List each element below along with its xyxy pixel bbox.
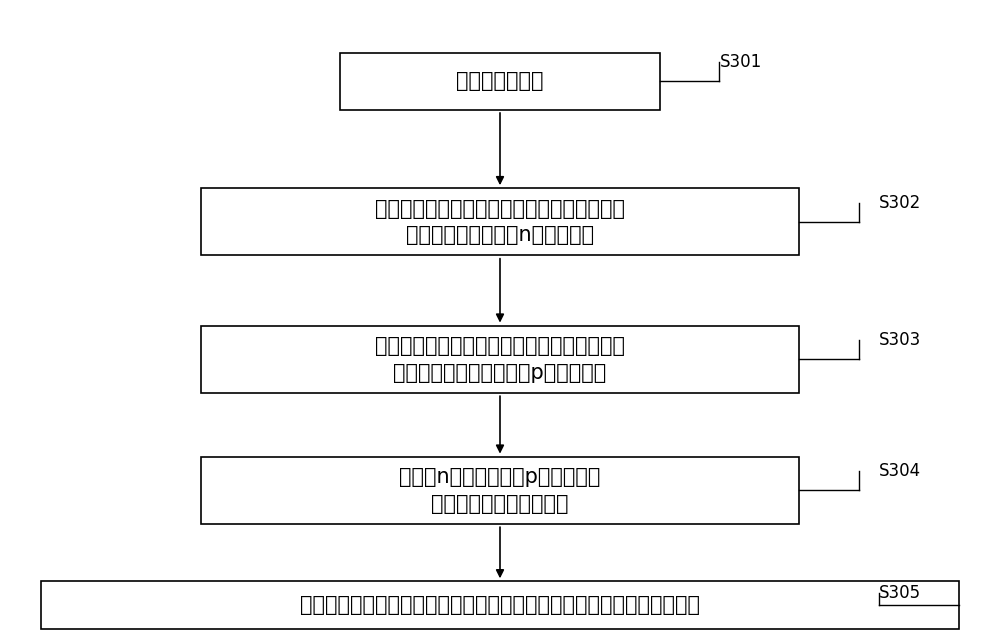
Text: S303: S303 [879, 331, 921, 349]
Text: S301: S301 [719, 53, 762, 71]
Text: 在所述透明导电氧化物层表面通过丝印形成正负电极，得到所述切片电池: 在所述透明导电氧化物层表面通过丝印形成正负电极，得到所述切片电池 [300, 595, 700, 616]
Text: 分别在n型掺杂膜层和p型掺杂膜层
上制备透明导电氧化物层: 分别在n型掺杂膜层和p型掺杂膜层 上制备透明导电氧化物层 [399, 467, 601, 514]
Text: S305: S305 [879, 584, 921, 602]
Text: 硅片制绒和清洗: 硅片制绒和清洗 [456, 71, 544, 91]
FancyBboxPatch shape [201, 188, 799, 256]
Text: 在所述清洗后的子硅片的第一表面依次沉积第
一本征硅基薄膜层和n型掺杂膜层: 在所述清洗后的子硅片的第一表面依次沉积第 一本征硅基薄膜层和n型掺杂膜层 [375, 199, 625, 245]
Text: 在子硅片的与第一表面相对的第二表面依次沉
积第二本征硅基薄膜层和p型掺杂膜层: 在子硅片的与第一表面相对的第二表面依次沉 积第二本征硅基薄膜层和p型掺杂膜层 [375, 336, 625, 383]
FancyBboxPatch shape [201, 325, 799, 393]
Text: S304: S304 [879, 462, 921, 480]
FancyBboxPatch shape [41, 582, 959, 629]
FancyBboxPatch shape [201, 457, 799, 524]
Text: S302: S302 [879, 194, 921, 212]
FancyBboxPatch shape [340, 53, 660, 110]
